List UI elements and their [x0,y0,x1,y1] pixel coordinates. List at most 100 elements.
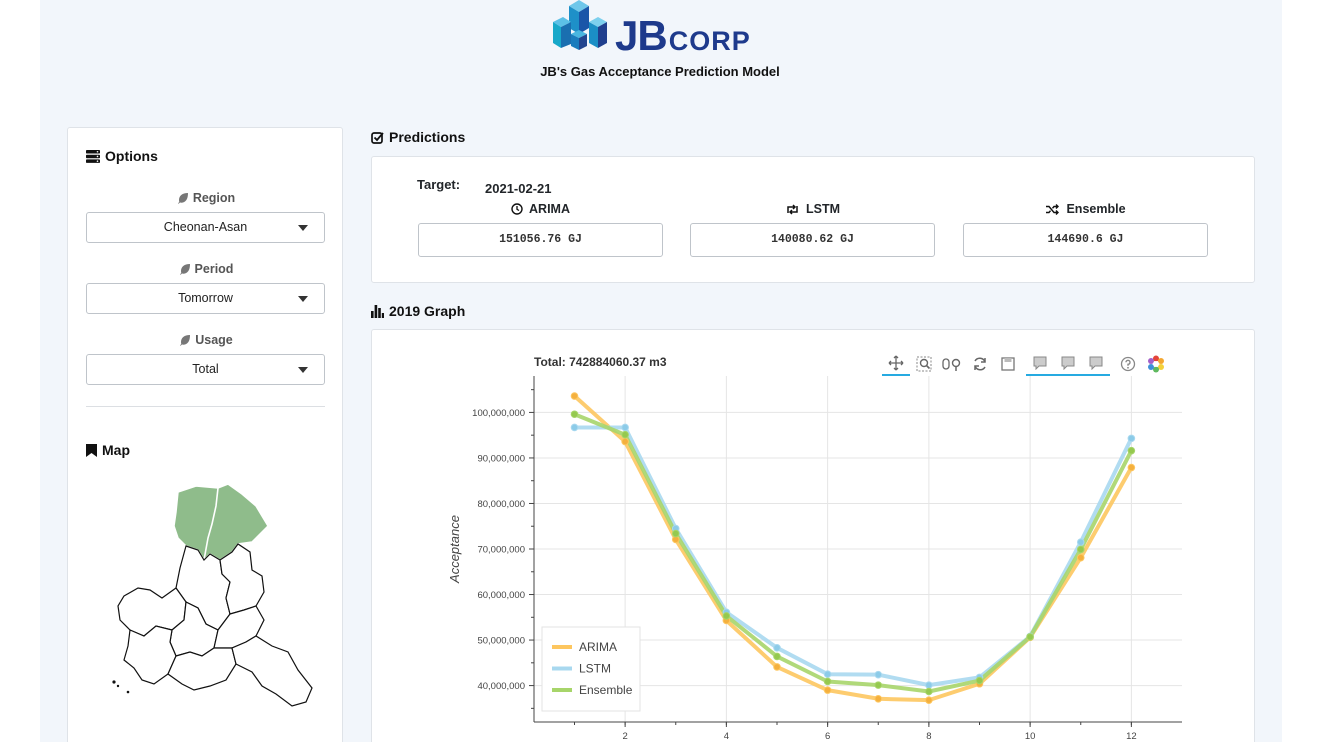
ensemble-data-point [925,687,933,696]
box-zoom-icon[interactable] [910,352,938,376]
ensemble-value: 144690.6 GJ [963,223,1208,257]
ensemble-heading: Ensemble [963,202,1208,216]
x-tick-label: 12 [1126,731,1137,742]
ensemble-data-point [975,676,984,685]
lstm-data-point [1127,434,1136,443]
retweet-icon [787,203,798,215]
map-heading: Map [86,442,130,458]
chevron-down-icon [298,225,308,231]
chevron-down-icon [298,296,308,302]
hover-icon[interactable] [1026,352,1054,376]
leaf-icon [180,335,191,346]
highlighted-region [173,483,269,562]
logo-main-text: JB [615,12,668,59]
ensemble-data-point [570,410,579,419]
ensemble-data-point [621,430,629,439]
predictions-panel: Target: 2021-02-21 ARIMA 151056.76 GJ LS… [371,156,1255,283]
bokeh-logo-icon[interactable] [1142,352,1170,376]
ensemble-data-point [722,612,731,620]
chart-axes: 100,000,000 90,000,000 80,000,000 70,000,00… [447,376,1182,742]
arima-data-point [1127,463,1136,472]
predictions-heading: Predictions [371,129,465,145]
options-title: Options [105,148,158,164]
x-tick-label: 10 [1025,731,1036,742]
y-tick-label: 90,000,000 [477,453,525,464]
hover-icon[interactable] [1082,352,1110,376]
y-tick-label: 50,000,000 [477,636,525,647]
lstm-data-point [621,423,629,432]
target-label: Target: [417,177,461,192]
total-label: Total: 742884060.37 m3 [534,355,667,369]
lstm-data-point [570,423,579,432]
usage-value: Total [192,362,219,376]
options-divider [86,406,325,407]
lstm-value: 140080.62 GJ [690,223,935,257]
arima-data-point [823,686,832,694]
save-icon[interactable] [994,352,1022,376]
pan-tool-icon[interactable] [882,352,910,376]
options-heading: Options [86,148,158,164]
period-label: Period [68,262,344,276]
y-tick-label: 60,000,000 [477,590,525,601]
acceptance-chart[interactable]: 100,000,000 90,000,000 80,000,000 70,000,00… [372,330,1256,742]
bar-chart-icon [371,304,384,318]
hover-icon[interactable] [1054,352,1082,376]
period-select[interactable]: Tomorrow [86,283,325,314]
reset-icon[interactable] [966,352,994,376]
arima-data-point [925,696,933,704]
check-square-icon [371,131,384,144]
arima-value: 151056.76 GJ [418,223,663,257]
logo-sub-text: CORP [668,26,751,56]
lstm-legend-label: LSTM [579,662,611,676]
region-value: Cheonan-Asan [163,220,248,234]
region-select[interactable]: Cheonan-Asan [86,212,325,243]
other-regions [117,543,313,707]
y-tick-label: 80,000,000 [477,499,525,510]
wheel-zoom-icon[interactable] [938,352,966,376]
y-tick-label: 100,000,000 [472,408,525,419]
arima-series-line [573,394,1134,703]
arima-data-point [621,437,629,446]
ensemble-legend-label: Ensemble [579,683,633,697]
lstm-series-line [574,425,1134,688]
help-icon[interactable] [1114,352,1142,376]
ensemble-data-point [773,652,781,661]
ensemble-data-point [671,529,680,538]
ensemble-data-point [1076,545,1085,554]
y-axis-label: Acceptance [447,515,462,584]
clock-icon [511,203,523,215]
leaf-icon [177,193,188,204]
shuffle-icon [1046,203,1060,215]
cube-logo-icon [553,0,607,50]
chart-series [570,392,1136,704]
chart-legend: ARIMA LSTM Ensemble [541,626,641,712]
ensemble-data-point [823,677,832,686]
map-title: Map [102,442,130,458]
period-value: Tomorrow [178,291,233,305]
map-islands [112,680,130,694]
predictions-title: Predictions [389,129,466,145]
region-map[interactable] [106,480,316,720]
region-label: Region [68,191,344,205]
x-tick-label: 2 [622,731,627,742]
usage-select[interactable]: Total [86,354,325,385]
x-tick-label: 4 [724,731,729,742]
chevron-down-icon [298,367,308,373]
bookmark-icon [86,443,97,457]
chart-toolbar [882,352,1170,378]
arima-heading: ARIMA [418,202,663,216]
arima-data-point [773,663,781,671]
lstm-data-point [1076,538,1085,546]
graph-panel: Total: 742884060.37 m3 [371,329,1255,742]
y-tick-label: 40,000,000 [477,681,525,692]
ensemble-data-point [874,681,883,689]
arima-legend-label: ARIMA [579,640,617,654]
options-panel: Options Region Cheonan-Asan Period Tomor… [67,127,343,742]
graph-title: 2019 Graph [389,303,466,319]
graph-heading: 2019 Graph [371,303,465,319]
ensemble-data-point [1127,446,1136,455]
lstm-data-point [925,681,933,689]
y-tick-label: 70,000,000 [477,545,525,556]
lstm-heading: LSTM [690,202,935,216]
usage-label: Usage [68,333,344,347]
